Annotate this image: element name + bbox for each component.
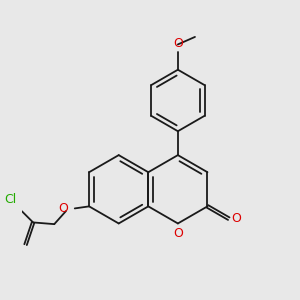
Text: O: O	[174, 227, 184, 240]
Text: O: O	[231, 212, 241, 225]
Text: O: O	[59, 202, 69, 215]
Text: O: O	[173, 37, 183, 50]
Text: Cl: Cl	[4, 193, 17, 206]
